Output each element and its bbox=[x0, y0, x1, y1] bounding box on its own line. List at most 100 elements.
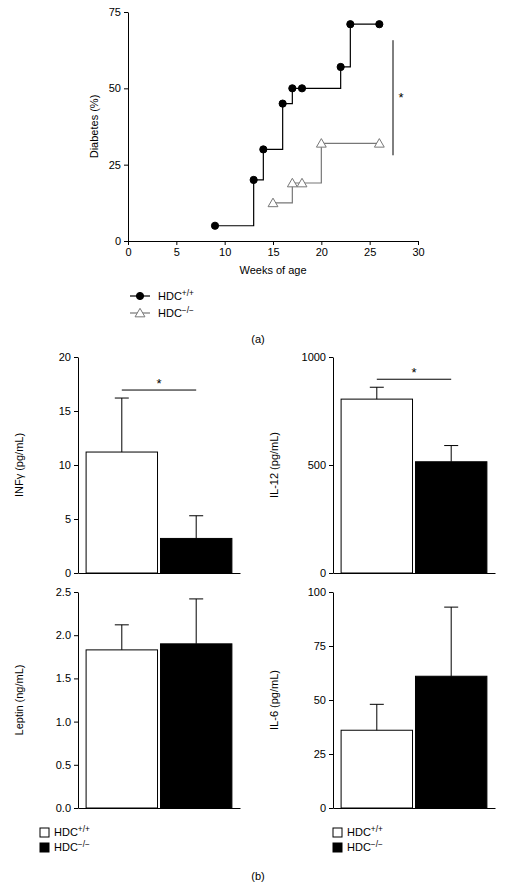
figure: (a)(b)0510152025300255075Weeks of ageDia… bbox=[0, 0, 517, 885]
y-axis-tick-label: 0.5 bbox=[56, 759, 71, 771]
legend-text-sup: −/− bbox=[371, 840, 383, 849]
error-bar-cap bbox=[189, 598, 203, 599]
point bbox=[260, 146, 267, 153]
y-axis-tick: 20 bbox=[59, 351, 78, 363]
error-bar bbox=[370, 704, 384, 730]
y-axis-tick-label: 0 bbox=[320, 802, 326, 814]
y-axis: 0255075 bbox=[109, 6, 129, 247]
y-axis-tick: 1.0 bbox=[56, 716, 78, 728]
point bbox=[374, 139, 384, 148]
legend-label: HDC−/− bbox=[54, 840, 90, 854]
y-axis-tick-mark bbox=[74, 808, 78, 809]
y-axis-tick-mark bbox=[329, 700, 333, 701]
y-axis-tick-mark bbox=[74, 722, 78, 723]
series-line bbox=[215, 24, 379, 226]
y-axis-tick-label: 1.5 bbox=[56, 672, 71, 684]
y-axis-tick-label: 75 bbox=[109, 6, 121, 18]
error-bar bbox=[370, 387, 384, 399]
chart-bar: 0255075100IL-6 (pg/mL)HDC+/+HDC−/− bbox=[268, 586, 496, 853]
legend-label: HDC+/+ bbox=[54, 825, 90, 839]
x-axis-tick-mark bbox=[370, 241, 371, 245]
bar bbox=[160, 538, 231, 573]
y-axis-tick-mark bbox=[74, 411, 78, 412]
legend-text-base: HDC bbox=[158, 307, 182, 319]
x-axis-tick-label: 10 bbox=[219, 246, 231, 258]
y-axis-tick: 500 bbox=[308, 459, 333, 471]
y-axis-tick: 0.5 bbox=[56, 759, 78, 771]
legend-text-base: HDC bbox=[158, 290, 182, 302]
x-axis-tick-mark bbox=[176, 241, 177, 245]
y-axis-tick: 5 bbox=[65, 513, 78, 525]
x-axis bbox=[334, 573, 496, 574]
y-axis-tick-label: 500 bbox=[308, 459, 326, 471]
chart-line: 0510152025300255075Weeks of ageDiabetes … bbox=[88, 6, 425, 319]
legend-marker bbox=[135, 308, 145, 317]
series-line bbox=[273, 143, 379, 203]
y-axis-tick-label: 100 bbox=[308, 586, 326, 598]
y-axis: 05001000 bbox=[302, 351, 334, 579]
x-axis-tick-label: 20 bbox=[316, 246, 328, 258]
annotation: * bbox=[411, 365, 416, 380]
y-axis-tick-mark bbox=[124, 12, 128, 13]
error-bar bbox=[444, 446, 458, 462]
bar bbox=[86, 650, 157, 808]
y-axis-tick-label: 25 bbox=[109, 159, 121, 171]
x-axis-tick-mark bbox=[273, 241, 274, 245]
y-axis-tick: 50 bbox=[109, 82, 128, 94]
error-bar-stem bbox=[196, 599, 197, 644]
x-axis-line bbox=[334, 573, 496, 574]
bar bbox=[341, 399, 412, 573]
y-axis-tick-mark bbox=[329, 357, 333, 358]
legend-text-sup: +/+ bbox=[182, 289, 194, 298]
x-axis-tick: 30 bbox=[412, 241, 424, 258]
legend-text-base: HDC bbox=[347, 841, 371, 853]
y-axis-tick-mark bbox=[329, 592, 333, 593]
chart-bar: 05101520INFγ (pg/mL)* bbox=[13, 351, 241, 579]
y-axis-line bbox=[78, 593, 79, 809]
y-axis-tick-mark bbox=[329, 573, 333, 574]
x-axis-tick: 5 bbox=[174, 241, 180, 258]
y-axis-tick: 0 bbox=[65, 567, 78, 579]
y-axis-tick-label: 0 bbox=[320, 567, 326, 579]
x-axis-tick: 10 bbox=[219, 241, 231, 258]
y-axis-tick-label: 2.5 bbox=[56, 586, 71, 598]
y-axis-tick-mark bbox=[329, 465, 333, 466]
x-axis-line bbox=[334, 808, 496, 809]
legend-swatch bbox=[333, 828, 342, 837]
x-axis-tick-label: 25 bbox=[364, 246, 376, 258]
y-axis-tick-label: 20 bbox=[59, 351, 71, 363]
point bbox=[287, 178, 297, 187]
x-axis-tick: 20 bbox=[316, 241, 328, 258]
bar bbox=[341, 730, 412, 808]
bar bbox=[160, 644, 231, 808]
y-axis: 0.00.51.01.52.02.5 bbox=[56, 586, 79, 814]
y-axis-tick: 10 bbox=[59, 459, 78, 471]
y-axis-tick-label: 50 bbox=[314, 694, 326, 706]
error-bar-cap bbox=[115, 398, 129, 399]
point bbox=[279, 100, 286, 107]
plot-area bbox=[341, 387, 487, 573]
error-bar-cap bbox=[115, 624, 129, 625]
y-axis-tick-mark bbox=[74, 465, 78, 466]
panel-label: (a) bbox=[251, 333, 264, 345]
point bbox=[316, 139, 326, 148]
y-axis-tick-mark bbox=[329, 646, 333, 647]
y-axis-title: Leptin (ng/mL) bbox=[13, 665, 25, 736]
y-axis-tick: 2.5 bbox=[56, 586, 78, 598]
x-axis-tick: 15 bbox=[267, 241, 279, 258]
y-axis-tick-label: 0.0 bbox=[56, 802, 71, 814]
error-bar bbox=[444, 607, 458, 676]
error-bar-stem bbox=[121, 398, 122, 452]
legend-text-sup: +/+ bbox=[78, 825, 90, 834]
x-axis bbox=[79, 573, 241, 574]
y-axis-tick: 0 bbox=[320, 567, 333, 579]
legend-text-sup: +/+ bbox=[371, 825, 383, 834]
error-bar bbox=[189, 599, 203, 644]
y-axis-tick: 0.0 bbox=[56, 802, 78, 814]
point bbox=[298, 85, 305, 92]
legend-label: HDC−/− bbox=[158, 306, 194, 320]
y-axis-tick-mark bbox=[124, 241, 128, 242]
x-axis-tick: 0 bbox=[125, 241, 131, 258]
y-axis-tick-mark bbox=[74, 592, 78, 593]
legend-text-base: HDC bbox=[54, 826, 78, 838]
